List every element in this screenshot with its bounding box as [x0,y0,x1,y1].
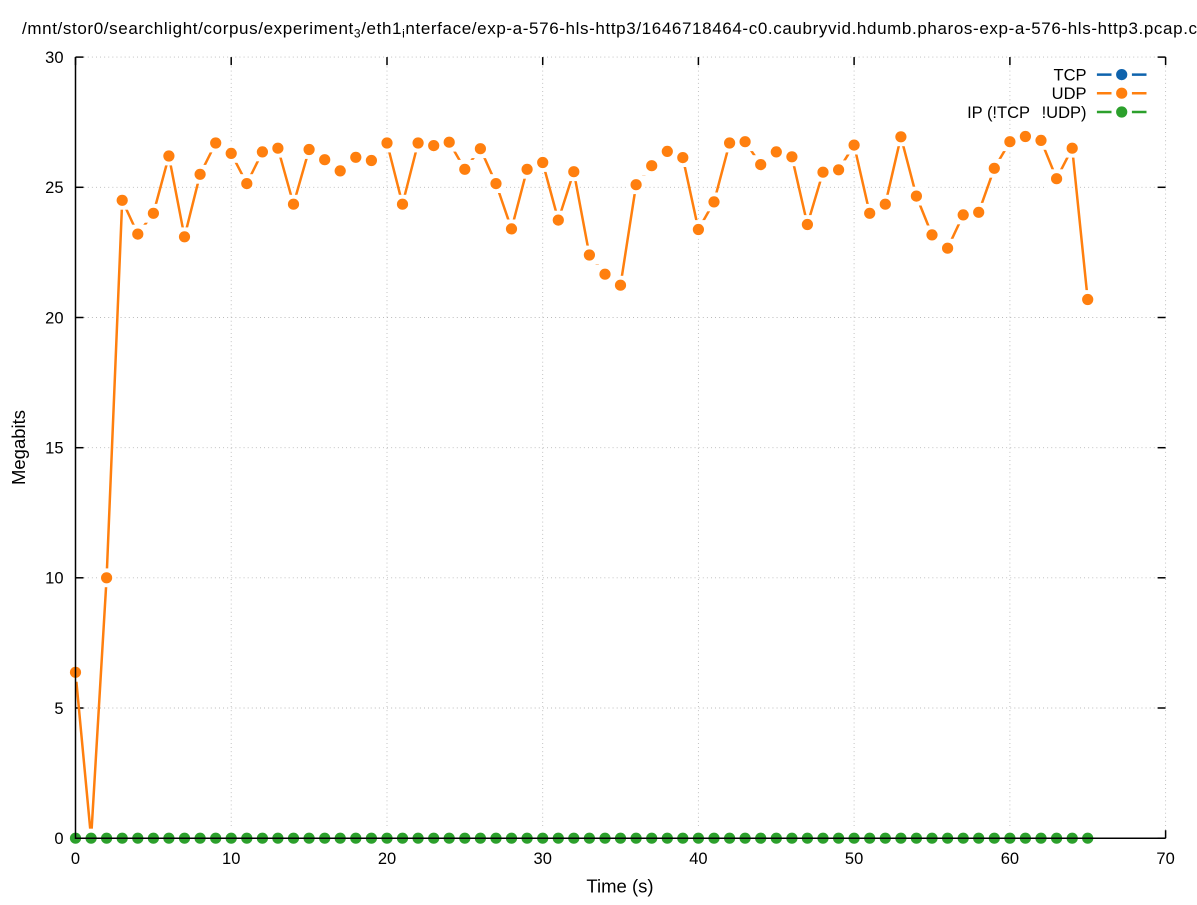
svg-text:TCP: TCP [1054,67,1087,85]
svg-text:0: 0 [54,830,63,848]
svg-text:5: 5 [54,700,63,718]
svg-text:Megabits: Megabits [8,410,29,485]
svg-text:10: 10 [45,570,63,588]
svg-text:30: 30 [534,850,552,868]
svg-text:30: 30 [45,49,63,67]
svg-text:20: 20 [378,850,396,868]
svg-text:50: 50 [845,850,863,868]
svg-text:Time (s): Time (s) [586,876,653,897]
svg-text:25: 25 [45,179,63,197]
svg-text:60: 60 [1001,850,1019,868]
svg-text:UDP: UDP [1052,85,1087,103]
svg-text:IP (!TCP !UDP): IP (!TCP !UDP) [967,104,1086,122]
svg-text:10: 10 [222,850,240,868]
svg-text:40: 40 [689,850,707,868]
svg-text:/mnt/stor0/searchlight/corpus/: /mnt/stor0/searchlight/corpus/experiment… [22,19,1197,41]
svg-text:0: 0 [71,850,80,868]
svg-text:70: 70 [1156,850,1174,868]
svg-text:20: 20 [45,309,63,327]
svg-text:15: 15 [45,440,63,458]
